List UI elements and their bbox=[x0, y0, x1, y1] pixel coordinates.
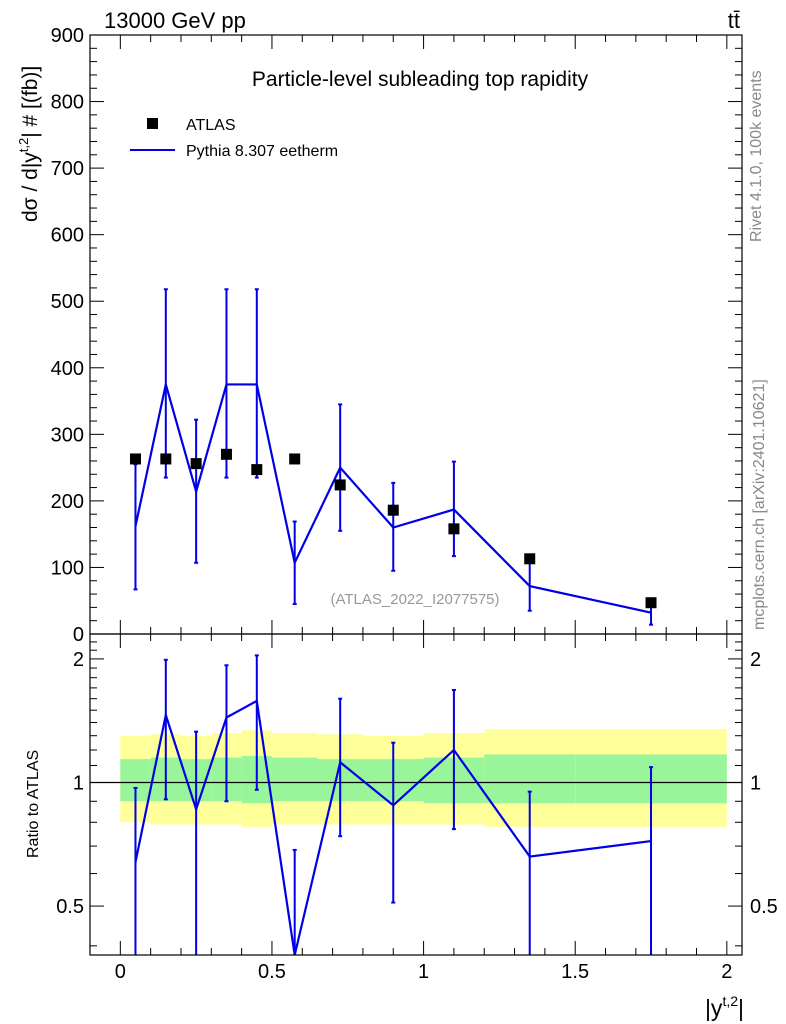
top-y-tick-label: 0 bbox=[73, 624, 84, 646]
atlas-point bbox=[220, 448, 232, 460]
analysis-id-label: (ATLAS_2022_I2077575) bbox=[330, 591, 499, 608]
top-y-axis-label: dσ / d|yt,2| # [(fb)] bbox=[16, 66, 42, 222]
legend-pythia-label: Pythia 8.307 eetherm bbox=[186, 143, 338, 160]
top-y-axis-label-tail: | # [(fb)] bbox=[19, 66, 42, 138]
atlas-point bbox=[190, 458, 202, 470]
x-axis-label-sup: t,2 bbox=[722, 993, 738, 1009]
x-tick-label: 2 bbox=[721, 961, 732, 983]
ratio-y-tick-label: 0.5 bbox=[56, 896, 84, 918]
rivet-version-label: Rivet 4.1.0, 100k events bbox=[748, 70, 765, 242]
x-axis-label: |yt,2| bbox=[705, 993, 744, 1021]
atlas-point bbox=[448, 523, 460, 535]
top-y-tick-label: 900 bbox=[51, 25, 84, 47]
top-y-tick-label: 300 bbox=[51, 424, 84, 446]
atlas-point bbox=[524, 553, 536, 565]
atlas-point bbox=[251, 464, 263, 476]
ratio-y-axis-label: Ratio to ATLAS bbox=[25, 750, 42, 858]
atlas-point bbox=[645, 597, 657, 609]
atlas-point bbox=[289, 453, 301, 465]
legend-atlas-label: ATLAS bbox=[186, 117, 236, 134]
top-y-tick-label: 800 bbox=[51, 92, 84, 114]
top-y-tick-label: 400 bbox=[51, 358, 84, 380]
x-tick-label: 0.5 bbox=[258, 961, 286, 983]
top-y-axis-label-sup: t,2 bbox=[16, 138, 31, 152]
atlas-point bbox=[160, 453, 172, 465]
x-tick-label: 1 bbox=[418, 961, 429, 983]
top-y-tick-label: 500 bbox=[51, 291, 84, 313]
ratio-panel-frame bbox=[89, 633, 743, 956]
mcplots-source-label: mcplots.cern.ch [arXiv:2401.10621] bbox=[751, 379, 768, 630]
ratio-y-tick-label-right: 1 bbox=[750, 772, 761, 794]
x-tick-label: 0 bbox=[115, 961, 126, 983]
plot-title: Particle-level subleading top rapidity bbox=[252, 68, 589, 91]
legend-atlas-marker bbox=[147, 118, 158, 129]
ratio-inner-band bbox=[271, 757, 318, 802]
main-atlas-series bbox=[129, 448, 657, 609]
atlas-point bbox=[334, 479, 346, 491]
main-pythia-series bbox=[133, 288, 654, 626]
x-axis-label-tail: | bbox=[738, 995, 744, 1021]
top-y-tick-label: 100 bbox=[51, 557, 84, 579]
legend: ATLAS Pythia 8.307 eetherm bbox=[130, 117, 338, 160]
top-y-axis-label-main: dσ / d|y bbox=[19, 152, 42, 222]
atlas-point bbox=[387, 504, 399, 516]
top-y-tick-label: 600 bbox=[51, 225, 84, 247]
process-label: tt̄ bbox=[728, 8, 740, 33]
ratio-y-tick-label: 2 bbox=[73, 649, 84, 671]
x-tick-label: 1.5 bbox=[561, 961, 589, 983]
atlas-point bbox=[129, 453, 141, 465]
ratio-y-tick-label-right: 2 bbox=[750, 649, 761, 671]
ratio-y-tick-label: 1 bbox=[73, 772, 84, 794]
top-y-tick-label: 200 bbox=[51, 491, 84, 513]
ratio-y-tick-label-right: 0.5 bbox=[750, 896, 778, 918]
axes-group: 0 100 200 300 400 500 600 700 800 900 0 0.5 1 1.5 2 0.5… bbox=[51, 25, 778, 983]
energy-label: 13000 GeV pp bbox=[104, 8, 246, 33]
top-y-tick-label: 700 bbox=[51, 158, 84, 180]
x-axis-label-main: |y bbox=[705, 995, 723, 1021]
